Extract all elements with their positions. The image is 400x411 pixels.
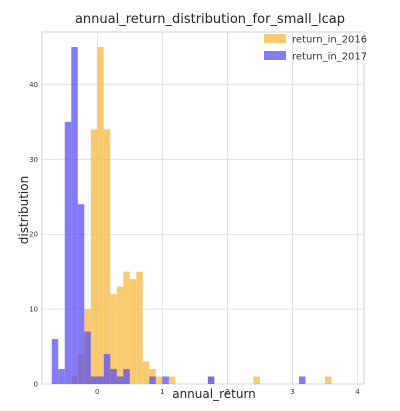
legend-swatch [264,51,286,60]
x-tick-label: 1 [160,388,164,396]
x-tick-label: 4 [355,388,360,396]
histogram-bar [116,376,124,384]
histogram-bar [64,121,72,384]
histogram-bar [123,271,130,384]
histogram-bar [142,361,150,384]
y-tick-label: 10 [29,306,38,314]
histogram-bar [97,376,104,384]
plot-area: 0 1 2 3 4 0 10 20 30 40 [29,31,365,396]
histogram-bar [90,129,98,384]
legend: return_in_2016 return_in_2017 [264,34,367,63]
legend-label: return_in_2017 [292,52,367,63]
histogram-bar [149,369,156,384]
histogram-bar [162,376,169,384]
histogram-bar [207,376,215,384]
histogram-bar [116,286,124,384]
histogram-bar [103,354,111,384]
histogram-bar [58,369,65,384]
histogram-bar [155,376,163,384]
histogram-bar [90,376,98,384]
histogram-bar [129,279,137,384]
histogram-bar [298,376,306,384]
y-tick-label: 30 [29,156,38,164]
x-tick-label: 0 [95,388,99,396]
histogram-bar [123,369,130,384]
legend-swatch [264,34,286,43]
histogram-bar [253,376,260,384]
histogram-bar [84,331,91,384]
x-tick-label: 2 [225,388,229,396]
series-return_in_2017 [51,46,306,384]
y-axis-label: distribution [17,176,31,244]
x-tick-labels: 0 1 2 3 4 [95,388,360,396]
y-tick-labels: 0 10 20 30 40 [29,81,38,389]
x-tick-label: 3 [290,388,294,396]
y-tick-label: 0 [34,381,38,389]
histogram-bar [77,204,85,384]
y-tick-label: 40 [29,81,38,89]
histogram-bar [110,294,117,384]
histogram-bar [103,129,111,384]
histogram-bar [324,376,332,384]
y-tick-label: 20 [29,231,38,239]
histogram-bar [71,46,78,384]
legend-label: return_in_2016 [292,35,367,46]
histogram-bar [149,376,156,384]
chart-title: annual_return_distribution_for_small_lca… [75,12,345,27]
histogram-bar [97,46,104,384]
histogram-bars [51,46,332,384]
histogram-bar [168,376,176,384]
histogram-bar [51,339,59,384]
histogram-bar [136,271,143,384]
x-axis-label: annual_return [172,387,256,401]
histogram-bar [110,369,117,384]
